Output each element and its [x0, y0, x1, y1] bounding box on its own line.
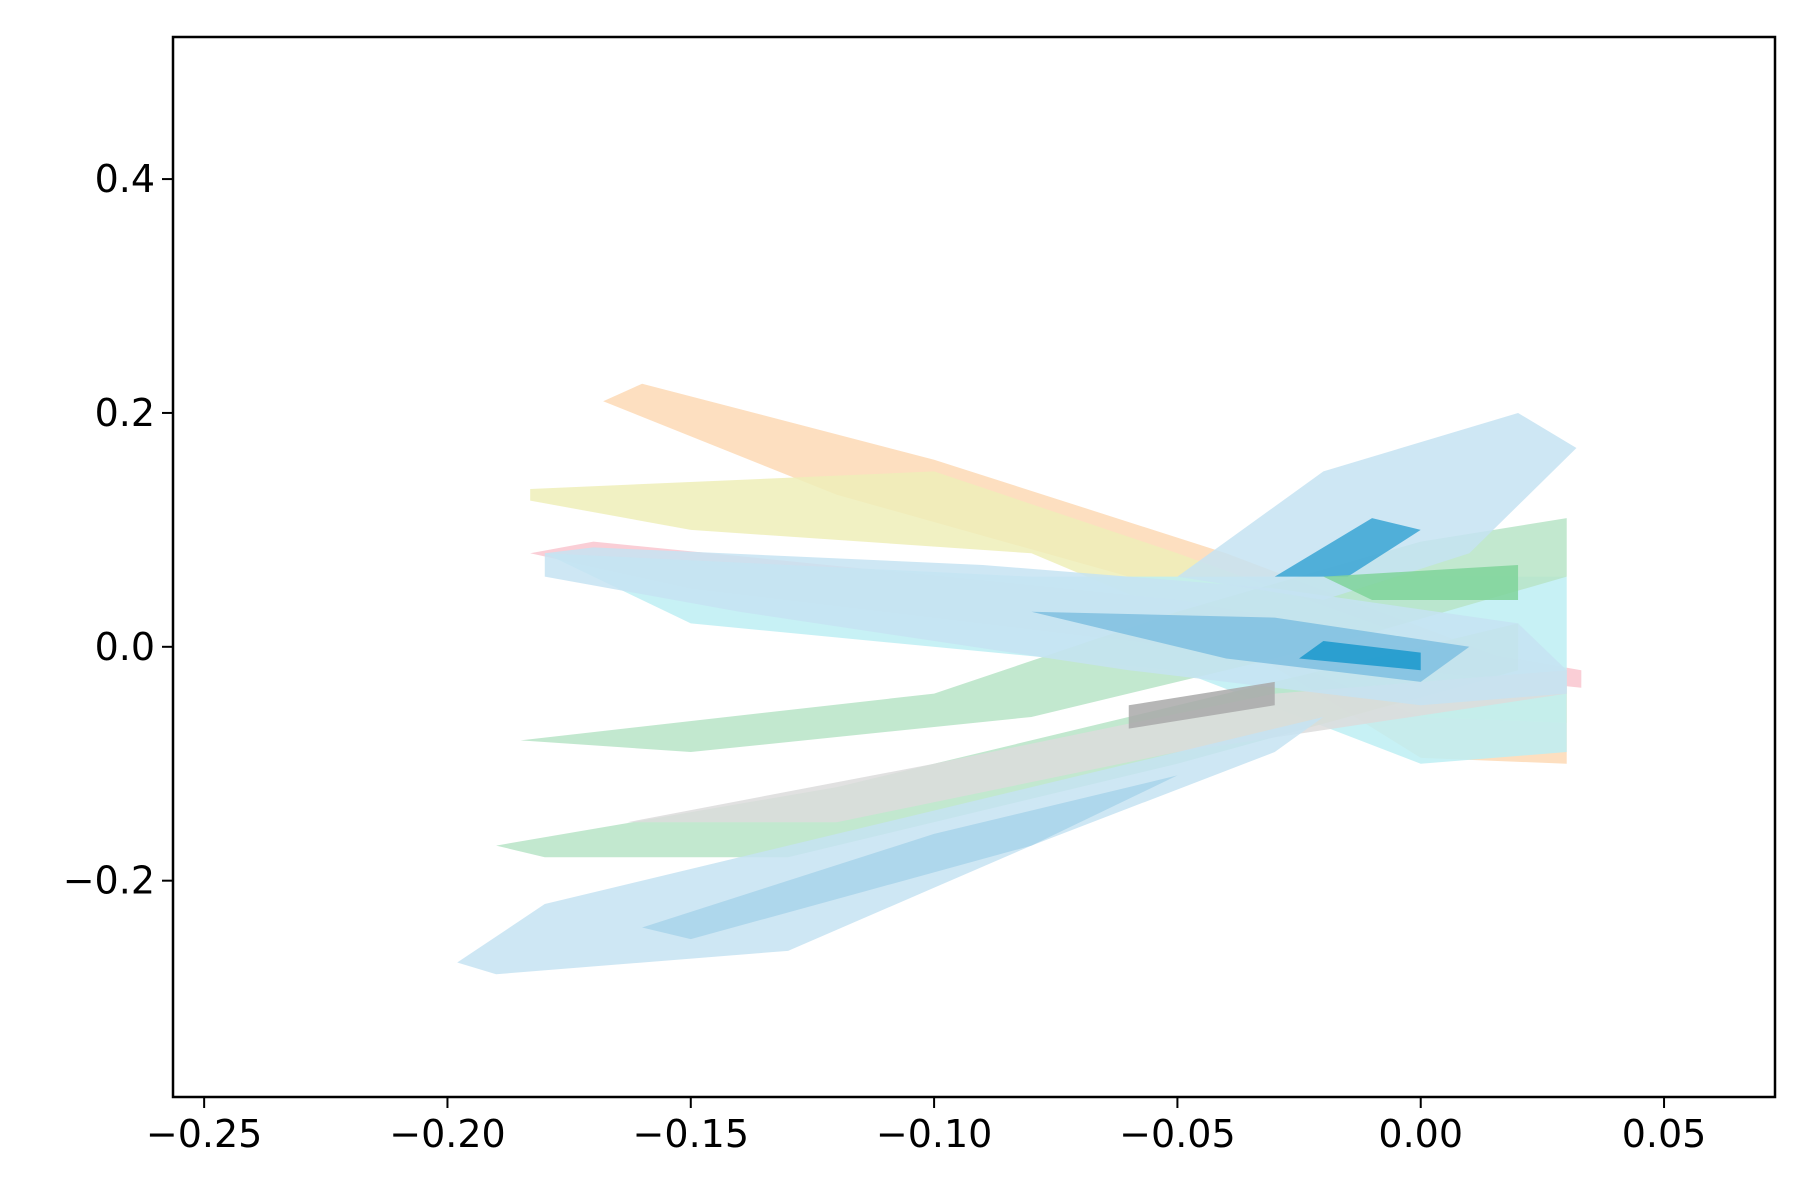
x-tick-label: −0.05 — [1119, 1112, 1235, 1156]
density-contour — [627, 670, 1567, 823]
plot-frame — [171, 35, 1777, 1099]
x-tick-label: −0.10 — [876, 1112, 992, 1156]
y-tick-label: −0.2 — [63, 859, 155, 903]
density-contour — [1128, 681, 1275, 729]
x-tick-label: −0.20 — [389, 1112, 505, 1156]
density-contour — [1274, 518, 1421, 577]
y-tick-label: 0.2 — [95, 391, 155, 435]
density-contour — [1299, 640, 1421, 671]
x-tick-label: −0.15 — [633, 1112, 749, 1156]
x-tick-label: 0.05 — [1622, 1112, 1707, 1156]
density-contour — [496, 623, 1519, 858]
x-tick-label: 0.00 — [1378, 1112, 1463, 1156]
density-contour — [457, 716, 1324, 975]
density-contour — [1177, 412, 1577, 601]
density-contour — [642, 775, 1178, 940]
y-tick-label: 0.0 — [95, 625, 155, 669]
y-tick-label: 0.4 — [95, 157, 155, 201]
x-tick-label: −0.25 — [146, 1112, 262, 1156]
density-contour — [1323, 564, 1519, 601]
